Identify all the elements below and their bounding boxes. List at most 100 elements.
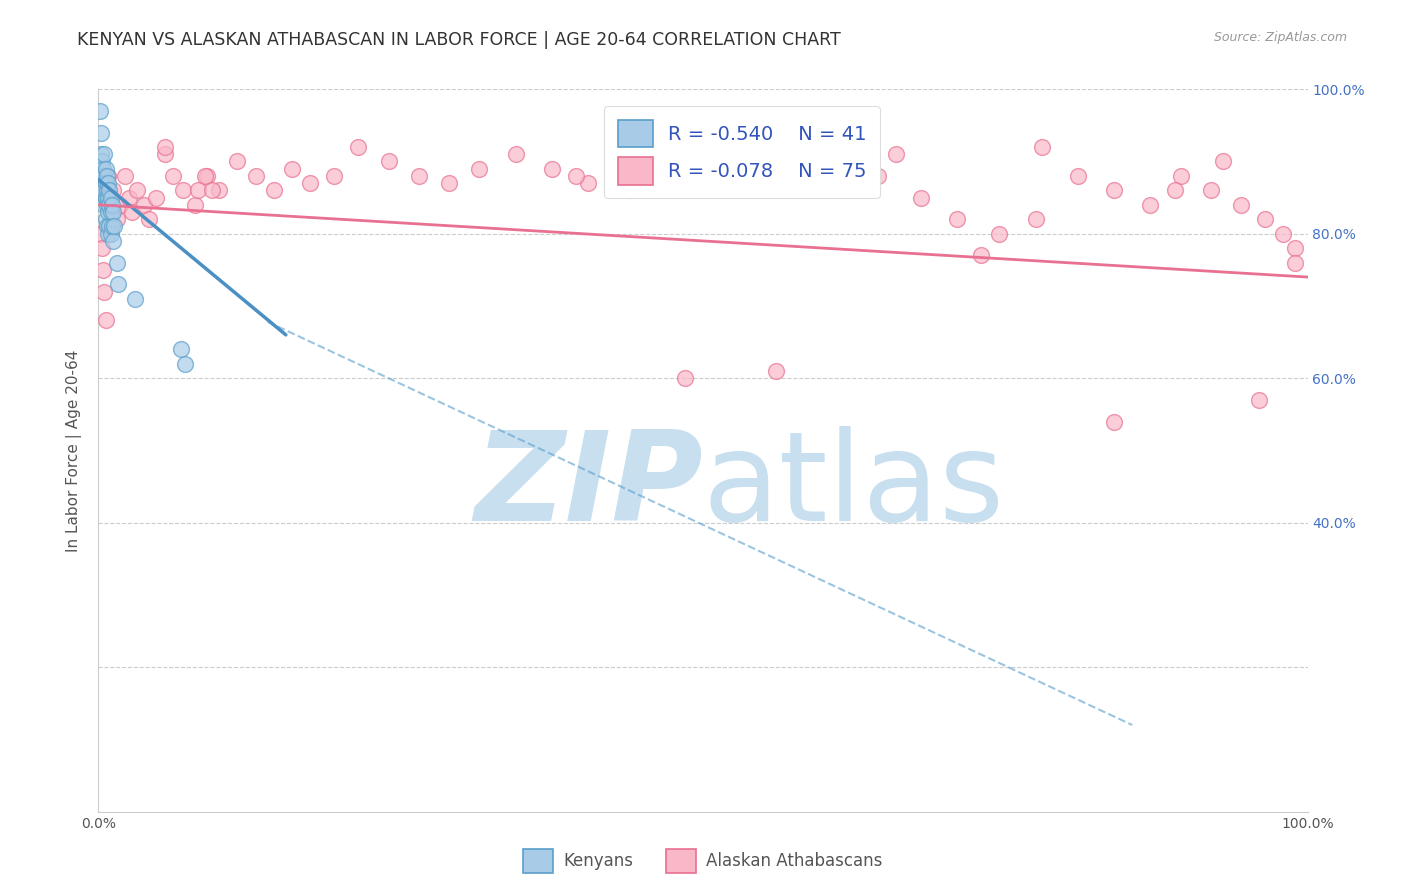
Point [1284,255,1306,269]
Point [93,285,115,299]
Point [323,169,346,183]
Point [90,126,112,140]
Point [91,161,114,176]
Point [988,227,1011,241]
Point [94,212,117,227]
Point [184,198,207,212]
Point [1254,212,1277,227]
Point [94,313,117,327]
Point [94,191,117,205]
Point [946,212,969,227]
Point [101,205,124,219]
Point [1199,183,1222,197]
Point [118,191,141,205]
Point [408,169,430,183]
Text: ZIP: ZIP [474,426,703,547]
Point [1170,169,1192,183]
Point [98,183,121,197]
Point [114,169,136,183]
Point [124,292,146,306]
Point [1024,212,1046,227]
Point [121,205,143,219]
Point [245,169,267,183]
Point [195,169,218,183]
Point [96,183,118,197]
Point [868,169,890,183]
Point [91,183,114,197]
Point [91,154,114,169]
Point [134,198,156,212]
Point [91,241,114,255]
Text: Source: ZipAtlas.com: Source: ZipAtlas.com [1213,31,1347,45]
Point [153,140,176,154]
Point [1031,140,1053,154]
Point [91,169,114,183]
Point [765,364,787,378]
Point [576,176,599,190]
Point [105,212,128,227]
Point [1230,198,1253,212]
Point [1212,154,1234,169]
Point [162,169,184,183]
Point [347,140,370,154]
Point [100,198,122,212]
Point [90,147,112,161]
Point [93,198,115,212]
Point [97,191,120,205]
Point [1102,183,1125,197]
Point [101,234,124,248]
Point [107,277,129,292]
Point [281,161,304,176]
Point [100,219,122,234]
Point [437,176,460,190]
Point [89,103,111,118]
Point [910,191,932,205]
Point [299,176,322,190]
Point [1102,415,1125,429]
Point [201,183,224,197]
Point [1163,183,1185,197]
Point [704,161,727,176]
Point [145,191,167,205]
Y-axis label: In Labor Force | Age 20-64: In Labor Force | Age 20-64 [66,350,83,551]
Point [98,198,121,212]
Point [108,198,131,212]
Point [94,176,117,190]
Point [97,169,120,183]
Point [96,198,118,212]
Point [127,183,149,197]
Point [1272,227,1295,241]
Point [100,198,122,212]
Legend: Kenyans, Alaskan Athabascans: Kenyans, Alaskan Athabascans [516,842,890,880]
Point [970,248,993,262]
Point [1249,392,1271,407]
Point [1284,241,1306,255]
Legend: R = -0.540    N = 41, R = -0.078    N = 75: R = -0.540 N = 41, R = -0.078 N = 75 [605,106,880,198]
Point [377,154,399,169]
Point [97,205,120,219]
Point [619,183,641,197]
Point [93,147,115,161]
Point [169,343,191,357]
Text: KENYAN VS ALASKAN ATHABASCAN IN LABOR FORCE | AGE 20-64 CORRELATION CHART: KENYAN VS ALASKAN ATHABASCAN IN LABOR FO… [77,31,841,49]
Point [98,219,121,234]
Point [540,161,562,176]
Point [97,227,120,241]
Point [1139,198,1161,212]
Point [172,183,194,197]
Point [174,357,197,371]
Point [468,161,491,176]
Point [263,183,285,197]
Point [103,219,125,234]
Point [105,255,128,269]
Point [208,183,231,197]
Point [96,219,118,234]
Point [187,183,209,197]
Point [505,147,527,161]
Point [93,183,115,197]
Point [747,169,769,183]
Point [93,169,115,183]
Point [782,176,804,190]
Point [825,154,848,169]
Point [91,262,114,277]
